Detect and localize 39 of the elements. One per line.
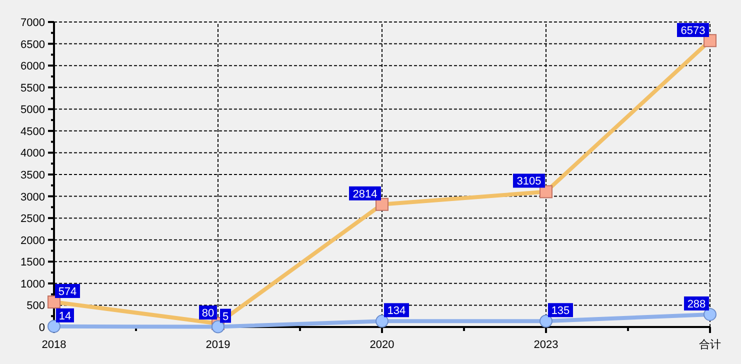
y-tick-label: 500 <box>26 300 45 312</box>
y-tick-label: 6500 <box>20 38 45 51</box>
y-tick-label: 1500 <box>20 256 45 269</box>
point <box>376 198 388 211</box>
point <box>376 314 388 328</box>
x-tick-label: 2023 <box>534 339 558 351</box>
y-tick-label: 7000 <box>20 17 45 29</box>
data-label: 288 <box>687 298 706 310</box>
x-tick-label: 2019 <box>206 339 230 351</box>
y-tick-label: 3000 <box>20 191 45 204</box>
point <box>48 320 60 333</box>
point <box>704 308 716 321</box>
y-tick-label: 5500 <box>20 82 45 94</box>
point <box>540 185 552 198</box>
data-label: 574 <box>58 286 77 298</box>
y-tick-label: 3500 <box>20 170 45 182</box>
data-label: 134 <box>387 305 406 318</box>
y-tick-label: 2000 <box>20 234 45 247</box>
data-label: 2814 <box>352 188 378 200</box>
data-label: 6573 <box>680 25 706 37</box>
y-tick-label: 4500 <box>20 126 45 138</box>
y-tick-label: 1000 <box>20 278 45 290</box>
data-label: 14 <box>58 310 72 322</box>
data-label: 3105 <box>516 176 542 188</box>
y-tick-label: 4000 <box>20 148 45 160</box>
point <box>212 320 224 334</box>
point <box>704 34 716 48</box>
y-tick-label: 6000 <box>20 60 45 73</box>
y-tick-label: 2500 <box>20 213 45 226</box>
x-tick-label: 2018 <box>42 339 66 351</box>
y-tick-label: 0 <box>38 322 45 334</box>
y-tick-label: 5000 <box>20 104 45 116</box>
data-label: 80 <box>202 308 214 320</box>
data-label: 5 <box>222 310 229 323</box>
x-tick-label: 合计 <box>699 338 721 351</box>
point <box>48 295 60 308</box>
point <box>540 314 552 328</box>
data-label: 135 <box>551 305 570 318</box>
x-tick-label: 2020 <box>370 339 394 351</box>
